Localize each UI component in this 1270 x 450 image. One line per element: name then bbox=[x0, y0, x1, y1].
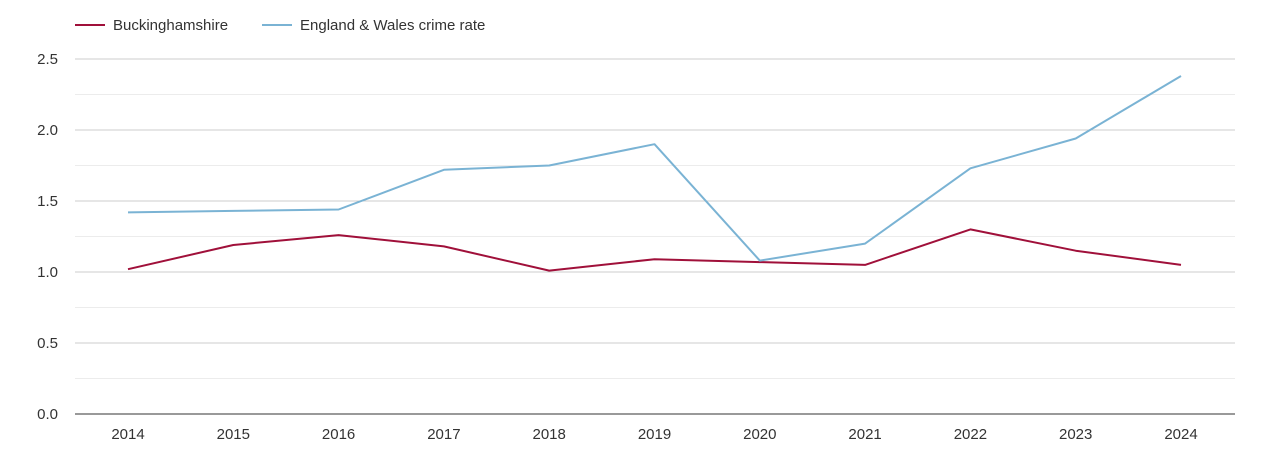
x-tick-label: 2017 bbox=[427, 426, 460, 443]
x-tick-label: 2024 bbox=[1164, 426, 1197, 443]
x-tick-label: 2014 bbox=[111, 426, 144, 443]
x-tick-label: 2023 bbox=[1059, 426, 1092, 443]
series-line-0 bbox=[127, 228, 1182, 272]
axis-layer: 0.0 0.5 1.0 1.5 2.0 2.5 2014 2015 2016 2017 2018 20… bbox=[37, 51, 1235, 443]
y-tick-label: 0.5 bbox=[37, 335, 58, 352]
grid-layer bbox=[75, 58, 1235, 379]
x-tick-label: 2022 bbox=[954, 426, 987, 443]
y-tick-label: 2.0 bbox=[37, 122, 58, 139]
series-layer bbox=[127, 75, 1182, 272]
y-tick-label: 0.0 bbox=[37, 406, 58, 423]
y-tick-label: 2.5 bbox=[37, 51, 58, 68]
legend: Buckinghamshire England & Wales crime rat… bbox=[75, 17, 485, 34]
y-tick-label: 1.5 bbox=[37, 193, 58, 210]
series-line-1 bbox=[127, 75, 1182, 262]
x-tick-label: 2018 bbox=[533, 426, 566, 443]
legend-label: Buckinghamshire bbox=[113, 17, 228, 34]
legend-label: England & Wales crime rate bbox=[300, 17, 485, 34]
y-tick-label: 1.0 bbox=[37, 264, 58, 281]
x-tick-label: 2021 bbox=[848, 426, 881, 443]
x-tick-label: 2020 bbox=[743, 426, 776, 443]
x-tick-label: 2015 bbox=[217, 426, 250, 443]
x-tick-label: 2016 bbox=[322, 426, 355, 443]
x-tick-label: 2019 bbox=[638, 426, 671, 443]
